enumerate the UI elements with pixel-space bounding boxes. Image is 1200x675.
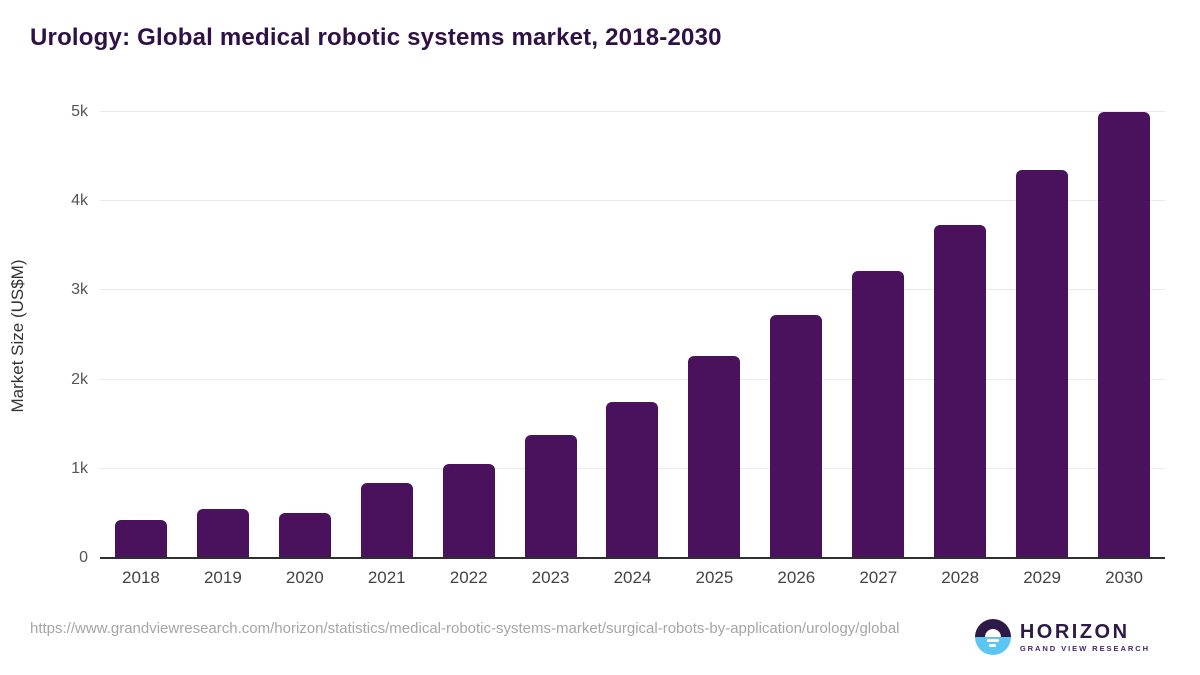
bar-slot-2026 — [755, 112, 837, 558]
horizon-sunrise-icon — [974, 619, 1011, 655]
x-tick-label-2021: 2021 — [367, 568, 406, 587]
x-tick-label-2028: 2028 — [941, 568, 980, 587]
horizon-logo: HORIZON GRAND VIEW RESEARCH — [974, 619, 1150, 655]
plot-area — [100, 111, 1165, 559]
gridline-3k — [100, 289, 1165, 291]
bar-slot-2020 — [264, 112, 346, 558]
y-tick-label-2k: 2k — [71, 370, 88, 388]
bar-2029[interactable] — [1016, 169, 1069, 558]
bars-layer — [100, 112, 1165, 558]
source-url: https://www.grandviewresearch.com/horizo… — [30, 620, 900, 637]
x-tick-label-2019: 2019 — [203, 568, 242, 587]
y-axis-tick-labels: 0 1k 2k 3k 4k 5k — [0, 103, 88, 566]
x-tick-label-2024: 2024 — [613, 568, 652, 587]
bar-2030[interactable] — [1098, 112, 1151, 558]
bar-slot-2024 — [592, 112, 674, 558]
bar-2028[interactable] — [934, 225, 987, 558]
bar-slot-2018 — [100, 112, 182, 558]
chart-title: Urology: Global medical robotic systems … — [30, 24, 722, 51]
bar-2027[interactable] — [852, 270, 905, 558]
bar-2023[interactable] — [524, 434, 577, 558]
bar-2020[interactable] — [278, 512, 331, 558]
x-tick-label-2027: 2027 — [859, 568, 898, 587]
bar-2018[interactable] — [114, 519, 167, 558]
y-tick-label-3k: 3k — [71, 281, 88, 299]
reflection-line — [989, 644, 997, 647]
gridline-2k — [100, 378, 1165, 380]
gridline-4k — [100, 200, 1165, 202]
bar-slot-2021 — [346, 112, 428, 558]
x-tick-label-2022: 2022 — [449, 568, 488, 587]
bar-slot-2025 — [673, 112, 755, 558]
x-tick-label-2020: 2020 — [285, 568, 324, 587]
gridline-5k — [100, 111, 1165, 112]
bar-slot-2023 — [510, 112, 592, 558]
bar-slot-2030 — [1083, 112, 1165, 558]
bar-2022[interactable] — [442, 464, 495, 558]
bar-slot-2022 — [428, 112, 510, 558]
x-tick-label-2029: 2029 — [1023, 568, 1062, 587]
bar-2024[interactable] — [606, 401, 659, 558]
logo-text: HORIZON GRAND VIEW RESEARCH — [1020, 622, 1150, 653]
x-axis-tick-labels: 2018 2019 2020 2021 2022 2023 2024 2025 2026 2027… — [100, 568, 1165, 588]
bar-slot-2027 — [837, 112, 919, 558]
y-tick-label-0: 0 — [79, 549, 88, 566]
y-tick-label-5k: 5k — [71, 103, 88, 120]
sun-shape — [984, 629, 1001, 637]
bar-slot-2029 — [1001, 112, 1083, 558]
x-tick-label-2026: 2026 — [777, 568, 816, 587]
x-axis-line — [100, 557, 1165, 559]
y-tick-label-4k: 4k — [71, 192, 88, 210]
bar-slot-2028 — [919, 112, 1001, 558]
bar-2026[interactable] — [770, 315, 823, 558]
logo-name: HORIZON — [1019, 620, 1130, 643]
bar-2021[interactable] — [360, 483, 413, 558]
bar-2025[interactable] — [688, 356, 741, 558]
x-tick-label-2025: 2025 — [695, 568, 734, 587]
logo-subtitle: GRAND VIEW RESEARCH — [1019, 643, 1150, 653]
bar-slot-2019 — [182, 112, 264, 558]
y-tick-label-1k: 1k — [71, 459, 88, 477]
bar-2019[interactable] — [196, 508, 249, 558]
x-tick-label-2023: 2023 — [531, 568, 570, 587]
x-tick-label-2030: 2030 — [1105, 568, 1143, 587]
reflection-line — [986, 639, 999, 642]
x-tick-label-2018: 2018 — [122, 568, 160, 587]
